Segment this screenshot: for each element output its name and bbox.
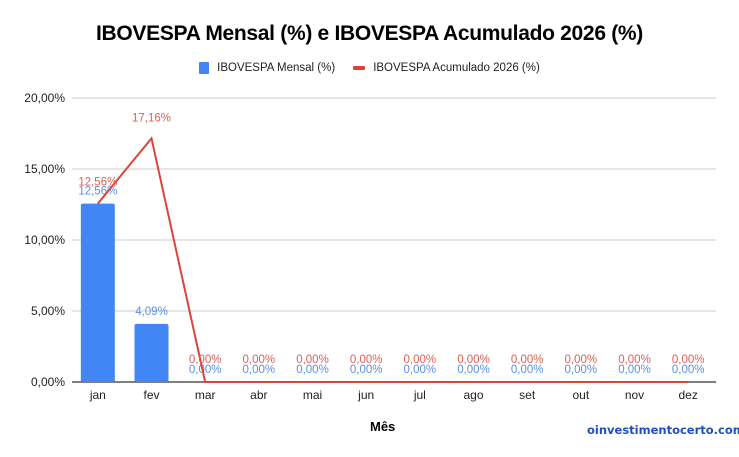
bar-value-label: 0,00% [189,364,222,376]
bar-value-label: 0,00% [457,364,490,376]
bar-swatch-icon [199,62,210,74]
x-tick-label: ago [463,388,483,402]
x-tick-label: dez [678,388,697,402]
watermark-link[interactable]: oinvestimentocerto.com [587,423,739,437]
bar-value-label: 0,00% [618,364,651,376]
line-series [97,136,689,383]
x-tick-label: set [519,388,536,402]
x-tick-label: abr [250,388,267,402]
x-tick-label: out [572,388,589,402]
x-tick-label: mai [303,388,322,402]
bar[interactable] [134,323,169,382]
x-tick-label: jul [413,388,426,402]
y-axis-ticks: 0,00% 5,00% 10,00% 15,00% 20,00% [24,91,65,389]
line-value-label: 0,00% [672,354,705,366]
bar-series [80,203,169,382]
x-tick-label: fev [143,388,159,402]
bar[interactable] [80,203,115,382]
y-tick-label: 10,00% [24,233,65,247]
line-value-label: 0,00% [350,354,383,366]
line-value-label: 0,00% [457,354,490,366]
line-value-label: 0,00% [243,354,276,366]
y-tick-label: 20,00% [24,91,65,105]
bar-value-label: 0,00% [565,364,598,376]
legend-label-acumulado: IBOVESPA Acumulado 2026 (%) [373,62,540,74]
line-value-label: 0,00% [189,354,222,366]
x-axis-title: Mês [370,419,396,434]
line-value-label: 0,00% [618,354,651,366]
bar-value-label: 0,00% [243,364,276,376]
line-data-labels: 12,56% 17,16% 0,00% 0,00% 0,00% 0,00% 0,00% 0,0… [78,112,704,366]
y-tick-label: 0,00% [31,375,65,389]
line-value-label: 0,00% [511,354,544,366]
line-value-label: 0,00% [565,354,598,366]
bar-data-labels: 12,56%4,09%0,00% 0,00% 0,00% 0,00% 0,00% 0,00… [78,186,704,376]
bar-value-label: 12,56% [78,186,117,198]
x-tick-label: nov [625,388,644,402]
y-tick-label: 15,00% [24,162,65,176]
bar-value-label: 4,09% [135,306,168,318]
line-swatch-icon [353,66,366,70]
line-value-label: 17,16% [132,112,171,124]
x-axis-ticks: jan fev mar abr mai jun jul ago set out nov dez [89,388,698,402]
legend-label-mensal: IBOVESPA Mensal (%) [217,62,336,74]
line-value-label: 12,56% [78,177,117,189]
bar-value-label: 0,00% [296,364,329,376]
line-path[interactable] [97,136,689,383]
gridlines [72,97,716,383]
chart-legend: IBOVESPA Mensal (%) IBOVESPA Acumulado 2… [0,62,739,74]
chart-title: IBOVESPA Mensal (%) e IBOVESPA Acumulado… [96,22,643,45]
bar-value-label: 0,00% [404,364,437,376]
x-tick-label: jan [89,388,106,402]
line-value-label: 0,00% [404,354,437,366]
y-tick-label: 5,00% [31,304,65,318]
bar-value-label: 0,00% [350,364,383,376]
legend-item-acumulado[interactable]: IBOVESPA Acumulado 2026 (%) [353,62,540,74]
bar-value-label: 0,00% [511,364,544,376]
legend-item-mensal[interactable]: IBOVESPA Mensal (%) [199,62,335,74]
bar-value-label: 0,00% [672,364,705,376]
x-tick-label: jun [357,388,374,402]
x-tick-label: mar [195,388,216,402]
line-value-label: 0,00% [296,354,329,366]
